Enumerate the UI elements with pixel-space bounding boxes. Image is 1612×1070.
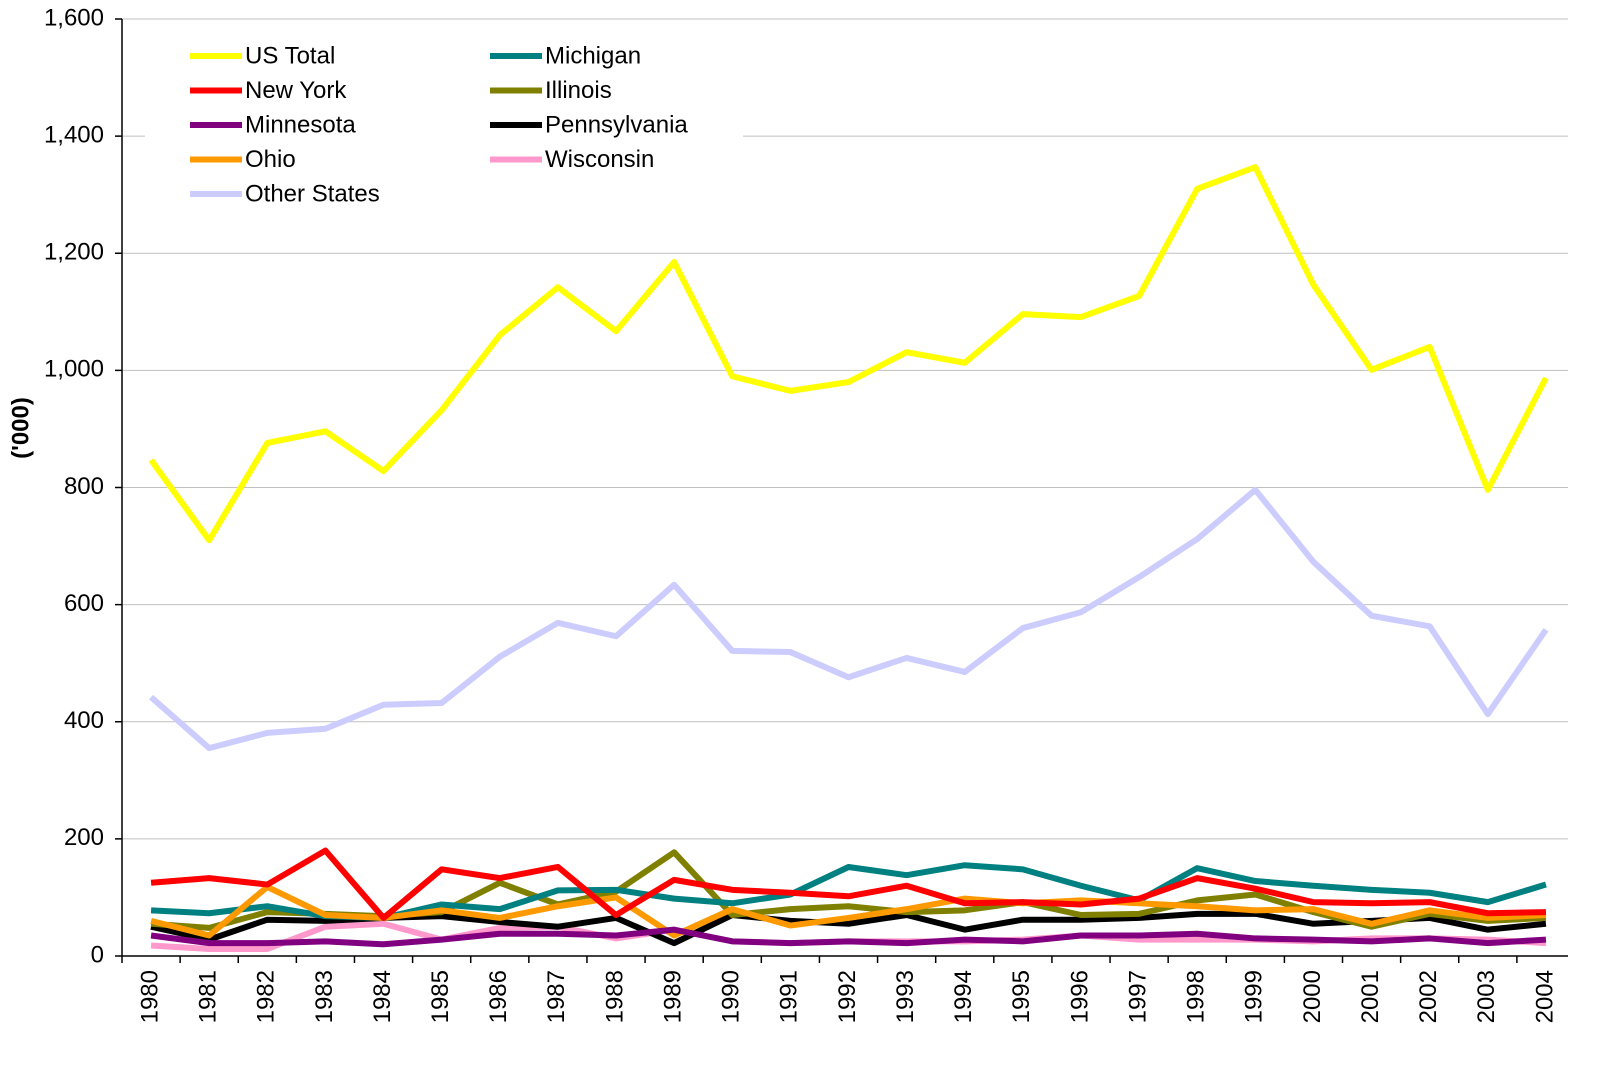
x-tick-label: 1989: [659, 970, 686, 1023]
y-tick-label: 400: [64, 707, 104, 734]
legend-label: Ohio: [245, 146, 296, 173]
x-tick-label: 1986: [485, 970, 512, 1023]
x-tick-label: 2002: [1415, 970, 1442, 1023]
series-line: [148, 164, 1549, 544]
x-tick-label: 2003: [1473, 970, 1500, 1023]
y-axis-label: ('000): [7, 397, 34, 459]
x-tick-label: 2001: [1357, 970, 1384, 1023]
x-tick-label: 1984: [369, 970, 396, 1023]
legend-label: Pennsylvania: [545, 111, 688, 138]
y-tick-label: 1,600: [44, 4, 104, 31]
legend-label: Michigan: [545, 42, 641, 69]
series-line: [150, 847, 1547, 921]
x-tick-label: 1991: [776, 970, 803, 1023]
legend-box: [145, 32, 743, 212]
x-tick-label: 1990: [718, 970, 745, 1023]
x-tick-label: 1983: [311, 970, 338, 1023]
y-tick-label: 200: [64, 824, 104, 851]
x-tick-label: 2000: [1299, 970, 1326, 1023]
legend-label: Other States: [245, 180, 380, 207]
legend-label: US Total: [245, 42, 335, 69]
x-tick-label: 2004: [1531, 970, 1558, 1023]
x-tick-label: 1994: [950, 970, 977, 1023]
y-tick-label: 1,200: [44, 239, 104, 266]
y-tick-label: 1,400: [44, 121, 104, 148]
x-tick-label: 1980: [136, 970, 163, 1023]
x-tick-label: 1995: [1008, 970, 1035, 1023]
x-tick-label: 1985: [427, 970, 454, 1023]
legend-label: Minnesota: [245, 111, 356, 138]
y-tick-label: 0: [91, 941, 104, 968]
x-tick-label: 1992: [834, 970, 861, 1023]
series-line: [149, 486, 1549, 752]
legend-label: Wisconsin: [545, 146, 654, 173]
x-tick-label: 1997: [1124, 970, 1151, 1023]
y-tick-label: 800: [64, 473, 104, 500]
x-tick-label: 1988: [601, 970, 628, 1023]
x-tick-label: 1996: [1066, 970, 1093, 1023]
x-tick-label: 1987: [543, 970, 570, 1023]
x-tick-label: 1993: [892, 970, 919, 1023]
legend-label: Illinois: [545, 77, 612, 104]
x-tick-label: 1999: [1241, 970, 1268, 1023]
y-tick-label: 1,000: [44, 356, 104, 383]
legend-label: New York: [245, 77, 347, 104]
x-tick-label: 1998: [1183, 970, 1210, 1023]
series-line: [150, 926, 1547, 948]
x-tick-label: 1982: [253, 970, 280, 1023]
y-tick-label: 600: [64, 590, 104, 617]
x-tick-label: 1981: [195, 970, 222, 1023]
